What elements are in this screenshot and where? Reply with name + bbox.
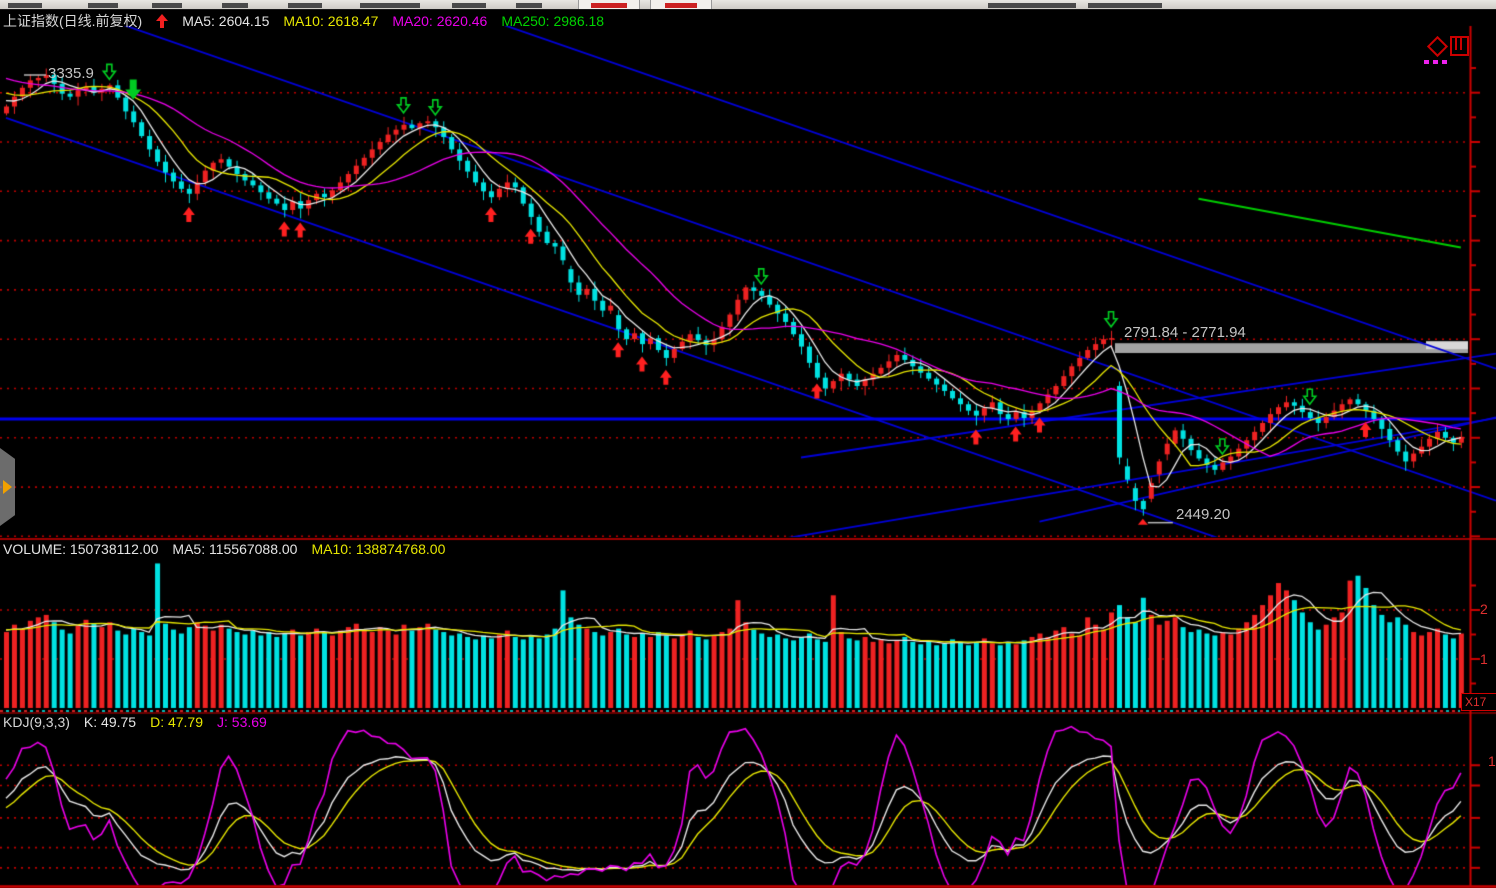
sidebar-expand-handle[interactable] <box>0 448 15 526</box>
toolbar-menu-fragment <box>1088 3 1162 8</box>
volume-pane-header: VOLUME: 150738112.00 MA5: 115567088.00 MA1… <box>3 541 459 557</box>
toolbar-menu-fragment <box>452 3 486 8</box>
toolbar-button[interactable] <box>578 0 640 9</box>
kdj-d-value: D: 47.79 <box>150 714 204 730</box>
expand-triangle-icon <box>3 480 12 494</box>
ma250-value: MA250: 2986.18 <box>501 13 605 29</box>
annotation-high: 3335.9 <box>48 65 94 82</box>
volume-axis-label-lower: 1 <box>1480 651 1488 667</box>
ma5-value: MA5: 2604.15 <box>182 13 270 29</box>
toolbar-menu-fragment <box>288 3 322 8</box>
trend-up-arrow-icon <box>156 14 169 28</box>
toolbar-menu-fragment <box>222 3 248 8</box>
kdj-j-value: J: 53.69 <box>217 714 267 730</box>
annotation-gap: 2791.84 - 2771.94 <box>1124 324 1246 341</box>
scale-badge: X17 <box>1461 693 1496 711</box>
ma10-value: MA10: 2618.47 <box>283 13 379 29</box>
kdj-pane-header: KDJ(9,3,3) K: 49.75 D: 47.79 J: 53.69 <box>3 714 281 730</box>
volume-ma10-value: MA10: 138874768.00 <box>311 541 446 557</box>
toolbar-menu-fragment <box>988 3 1076 8</box>
toolbar-menu-fragment <box>152 3 182 8</box>
annotation-low: 2449.20 <box>1176 506 1231 523</box>
panel-layout-icon[interactable] <box>1450 36 1469 56</box>
index-title: 上证指数(日线.前复权) <box>3 13 143 29</box>
kdj-k-value: K: 49.75 <box>83 714 137 730</box>
price-pane-header: 上证指数(日线.前复权) MA5: 2604.15 MA10: 2618.47 MA2… <box>3 11 618 31</box>
toolbar-button[interactable] <box>650 0 712 9</box>
top-toolbar[interactable] <box>0 0 1496 10</box>
ma20-value: MA20: 2620.46 <box>392 13 488 29</box>
volume-axis-label-upper: 2 <box>1480 601 1488 617</box>
toolbar-menu-fragment <box>516 3 542 8</box>
kdj-name: KDJ(9,3,3) <box>3 714 70 730</box>
more-dots-icon[interactable] <box>1424 60 1429 64</box>
volume-value: VOLUME: 150738112.00 <box>3 541 159 557</box>
volume-ma5-value: MA5: 115567088.00 <box>172 541 298 557</box>
toolbar-menu-fragment <box>88 3 118 8</box>
toolbar-menu-fragment <box>360 3 420 8</box>
toolbar-menu-fragment <box>8 3 42 8</box>
kdj-axis-label: 1 <box>1488 753 1496 769</box>
